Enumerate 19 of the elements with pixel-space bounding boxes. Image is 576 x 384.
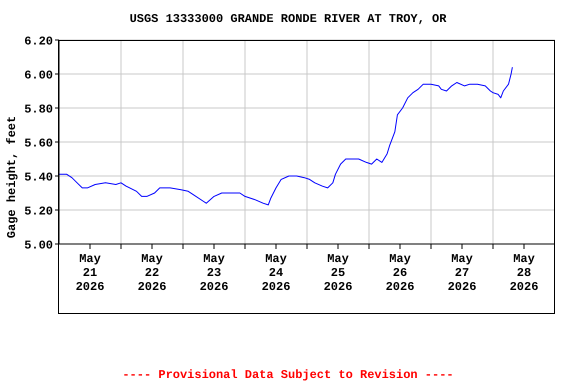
y-tick-label: 5.40 (24, 170, 53, 184)
y-tick-label: 5.80 (24, 102, 53, 116)
y-tick-label: 6.00 (24, 68, 53, 82)
line-series (59, 66, 513, 206)
y-tick-label: 5.00 (24, 238, 53, 252)
x-tick-label: May 24 2026 (262, 252, 290, 294)
y-tick-label: 5.20 (24, 204, 53, 218)
y-tick-label: 5.60 (24, 136, 53, 150)
text: ---- Provisional Data Subject to Revision ---- (121, 368, 455, 382)
chart-title: USGS 13333000 GRANDE RONDE RIVER AT TROY, OR (128, 12, 448, 26)
x-tick-label: May 21 2026 (76, 252, 104, 294)
y-axis-title: Gage height, feet (5, 116, 20, 238)
x-tick-label: May 22 2026 (138, 252, 166, 294)
x-tick-label: May 26 2026 (386, 252, 414, 294)
x-tick-label: May 25 2026 (324, 252, 352, 294)
x-tick-label: May 23 2026 (200, 252, 228, 294)
y-tick-label: 6.20 (24, 34, 53, 48)
x-tick-label: May 27 2026 (448, 252, 476, 294)
x-tick-label: May 28 2026 (510, 252, 538, 294)
